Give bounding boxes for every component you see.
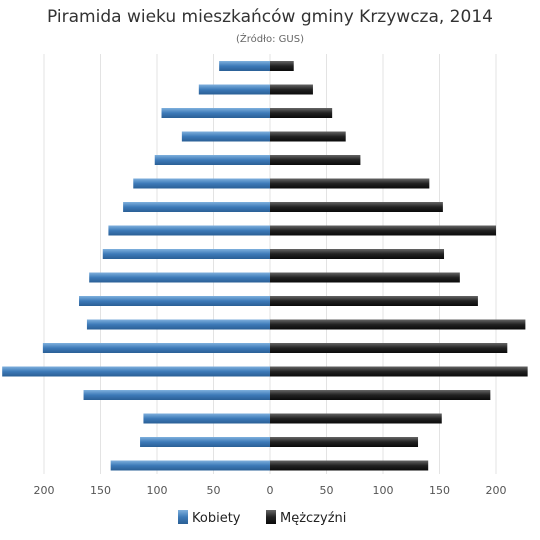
x-axis-ticks: 200 150 100 50 0 50 100 150 200 bbox=[34, 484, 507, 497]
legend-label-kobiety: Kobiety bbox=[192, 511, 241, 526]
bar-kobiety[interactable] bbox=[219, 61, 270, 71]
bar-mezczyzni[interactable] bbox=[270, 390, 491, 400]
bar-kobiety[interactable] bbox=[79, 296, 270, 306]
bar-kobiety[interactable] bbox=[86, 319, 270, 330]
bar-mezczyzni[interactable] bbox=[270, 202, 443, 212]
x-tick-label: 200 bbox=[486, 484, 507, 497]
bar-kobiety[interactable] bbox=[42, 343, 271, 353]
bar-mezczyzni[interactable] bbox=[270, 108, 333, 118]
bar-mezczyzni[interactable] bbox=[270, 178, 430, 189]
bar-kobiety[interactable] bbox=[133, 178, 270, 189]
bar-mezczyzni[interactable] bbox=[270, 460, 429, 471]
x-tick-label: 50 bbox=[320, 484, 334, 497]
chart-subtitle: (Źródło: GUS) bbox=[236, 32, 304, 45]
bar-mezczyzni[interactable] bbox=[270, 437, 419, 447]
bar-mezczyzni[interactable] bbox=[270, 296, 478, 306]
legend: Kobiety Mężczyźni bbox=[178, 510, 346, 526]
legend-item-kobiety[interactable]: Kobiety bbox=[178, 510, 241, 526]
bar-mezczyzni[interactable] bbox=[270, 61, 294, 71]
chart-title: Piramida wieku mieszkańców gminy Krzywcz… bbox=[47, 7, 493, 27]
bar-mezczyzni[interactable] bbox=[270, 155, 361, 165]
bar-kobiety[interactable] bbox=[108, 225, 270, 236]
bar-kobiety[interactable] bbox=[2, 366, 270, 377]
x-tick-label: 150 bbox=[429, 484, 450, 497]
bar-kobiety[interactable] bbox=[198, 84, 270, 95]
bar-kobiety[interactable] bbox=[154, 155, 270, 165]
bar-kobiety[interactable] bbox=[110, 460, 270, 471]
legend-label-mezczyzni: Mężczyźni bbox=[280, 511, 346, 526]
bars bbox=[2, 61, 528, 471]
bar-mezczyzni[interactable] bbox=[270, 343, 508, 353]
x-tick-label: 100 bbox=[147, 484, 168, 497]
bar-mezczyzni[interactable] bbox=[270, 272, 460, 283]
bar-mezczyzni[interactable] bbox=[270, 319, 526, 330]
bar-mezczyzni[interactable] bbox=[270, 225, 496, 236]
x-tick-label: 0 bbox=[267, 484, 274, 497]
bar-kobiety[interactable] bbox=[161, 108, 270, 118]
x-tick-label: 150 bbox=[90, 484, 111, 497]
bar-kobiety[interactable] bbox=[89, 272, 270, 283]
bar-mezczyzni[interactable] bbox=[270, 131, 346, 142]
bar-kobiety[interactable] bbox=[181, 131, 270, 142]
bar-kobiety[interactable] bbox=[140, 437, 270, 447]
bar-kobiety[interactable] bbox=[143, 413, 270, 424]
bar-mezczyzni[interactable] bbox=[270, 366, 528, 377]
legend-item-mezczyzni[interactable]: Mężczyźni bbox=[266, 510, 346, 526]
x-tick-label: 200 bbox=[34, 484, 55, 497]
bar-kobiety[interactable] bbox=[123, 202, 270, 212]
bar-mezczyzni[interactable] bbox=[270, 413, 442, 424]
bar-kobiety[interactable] bbox=[102, 249, 270, 259]
bar-mezczyzni[interactable] bbox=[270, 84, 313, 95]
x-tick-label: 100 bbox=[373, 484, 394, 497]
bar-mezczyzni[interactable] bbox=[270, 249, 445, 259]
grid-lines bbox=[43, 54, 497, 474]
bar-kobiety[interactable] bbox=[83, 390, 270, 400]
legend-swatch-mezczyzni bbox=[266, 510, 276, 524]
x-tick-label: 50 bbox=[207, 484, 221, 497]
legend-swatch-kobiety bbox=[178, 510, 188, 524]
